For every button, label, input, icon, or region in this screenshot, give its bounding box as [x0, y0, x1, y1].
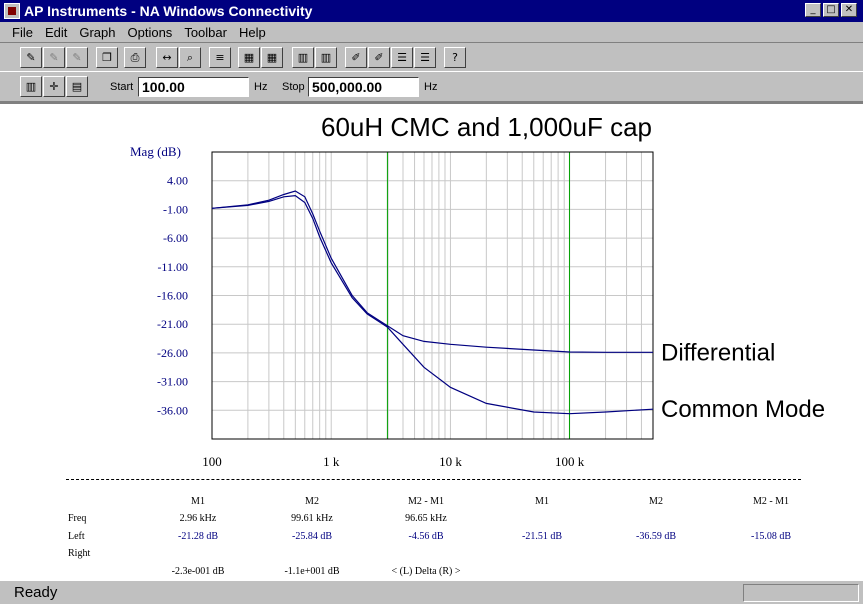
menu-graph[interactable]: Graph: [79, 24, 116, 40]
x-tick-label: 1 k: [323, 454, 340, 469]
header-m2-right: M2: [649, 496, 663, 507]
edit-icon[interactable]: ✐: [345, 47, 367, 68]
y-tick-label: -26.00: [157, 346, 188, 360]
menu-bar: File Edit Graph Options Toolbar Help: [0, 22, 863, 42]
split-icon[interactable]: ▥: [292, 47, 314, 68]
left-m2: -25.84 dB: [292, 531, 332, 542]
help-icon[interactable]: ?: [444, 47, 466, 68]
header-m2-left: M2: [305, 496, 319, 507]
window-title: AP Instruments - NA Windows Connectivity: [24, 3, 313, 19]
stop-unit: Hz: [424, 81, 438, 93]
y-axis-label: Mag (dB): [130, 144, 181, 159]
left-delta-right: -15.08 dB: [751, 531, 791, 542]
header-delta-left: M2 - M1: [407, 496, 445, 507]
close-button[interactable]: ✕: [841, 3, 857, 17]
freq-delta: 96.65 kHz: [405, 513, 447, 524]
series-line-differential: [211, 190, 653, 353]
freq-m1: 2.96 kHz: [179, 513, 217, 524]
y-tick-label: 4.00: [167, 174, 188, 188]
menu-options[interactable]: Options: [127, 24, 173, 40]
left-delta: -4.56 dB: [408, 531, 444, 542]
left-m1: -21.28 dB: [178, 531, 218, 542]
menu-help[interactable]: Help: [238, 24, 266, 40]
frequency-range-bar: ▥ ✛ ▤ Start 100.00 Hz Stop 500,000.00 Hz: [0, 72, 863, 102]
row-label-freq: Freq: [68, 513, 87, 524]
series-label-common-mode: Common Mode: [661, 396, 825, 423]
y-tick-label: -36.00: [157, 403, 188, 417]
maximize-button[interactable]: □: [823, 3, 839, 17]
plot-frame: [211, 151, 654, 440]
menu-edit[interactable]: Edit: [44, 24, 68, 40]
start-unit: Hz: [254, 81, 268, 93]
start-frequency-input[interactable]: 100.00: [138, 77, 249, 97]
y-tick-label: -31.00: [157, 375, 188, 389]
header-delta-right: M2 - M1: [752, 496, 790, 507]
row-label-right: Right: [68, 548, 91, 559]
right-m2: -1.1e+001 dB: [284, 566, 340, 577]
toolbar: ✎ ✎ ✎ ❐ ⎙ ↔ ⌕ ≡ ▦ ▦ ▥ ▥ ✐ ✐ ☰ ☰ ?: [0, 42, 863, 72]
menu-toolbar[interactable]: Toolbar: [184, 24, 227, 40]
app-icon[interactable]: [4, 3, 20, 19]
left-m1-right: -21.51 dB: [522, 531, 562, 542]
graph-area: 60uH CMC and 1,000uF cap Mag (dB) 4.00 -1…: [0, 102, 863, 580]
crosshair-icon[interactable]: ✛: [43, 76, 65, 97]
graph-title: 60uH CMC and 1,000uF cap: [321, 112, 652, 142]
x-tick-label: 100: [202, 454, 222, 469]
columns-icon[interactable]: ▥: [20, 76, 42, 97]
marker-icon[interactable]: ≡: [209, 47, 231, 68]
y-tick-label: -21.00: [157, 317, 188, 331]
freq-m2: 99.61 kHz: [291, 513, 333, 524]
status-panel: [743, 584, 859, 602]
y-tick-label: -6.00: [163, 231, 188, 245]
y-tick-label: -16.00: [157, 289, 188, 303]
x-tick-label: 10 k: [439, 454, 462, 469]
header-m1-left: M1: [191, 496, 205, 507]
edit-icon[interactable]: ✐: [368, 47, 390, 68]
bars-icon[interactable]: ☰: [414, 47, 436, 68]
minimize-button[interactable]: _: [805, 3, 821, 17]
separator-line: [66, 479, 801, 481]
y-tick-label: -11.00: [157, 260, 188, 274]
status-bar: Ready: [0, 580, 863, 604]
split-icon[interactable]: ▥: [315, 47, 337, 68]
bode-plot[interactable]: 4.00 -1.00 -6.00 -11.00 -16.00 -21.00 -26.00 -3…: [0, 104, 863, 582]
series-label-differential: Differential: [661, 339, 775, 366]
probe-icon[interactable]: ✎: [20, 47, 42, 68]
document-icon[interactable]: ▤: [66, 76, 88, 97]
zoom-fit-icon[interactable]: ↔: [156, 47, 178, 68]
copy-icon[interactable]: ❐: [96, 47, 118, 68]
series-line-common-mode: [211, 194, 654, 415]
left-m2-right: -36.59 dB: [636, 531, 676, 542]
header-m1-right: M1: [535, 496, 549, 507]
title-bar: AP Instruments - NA Windows Connectivity…: [0, 0, 863, 22]
print-icon[interactable]: ⎙: [124, 47, 146, 68]
auto-icon[interactable]: ▦: [238, 47, 260, 68]
bars-icon[interactable]: ☰: [391, 47, 413, 68]
zoom-icon[interactable]: ⌕: [179, 47, 201, 68]
right-m1: -2.3e-001 dB: [171, 566, 225, 577]
delta-direction: < (L) Delta (R) >: [391, 566, 461, 577]
probe-disabled-icon[interactable]: ✎: [43, 47, 65, 68]
menu-file[interactable]: File: [12, 24, 33, 40]
stop-frequency-input[interactable]: 500,000.00: [308, 77, 419, 97]
probe-disabled-icon[interactable]: ✎: [66, 47, 88, 68]
y-tick-label: -1.00: [163, 202, 188, 216]
start-label: Start: [110, 81, 134, 93]
auto-icon[interactable]: ▦: [261, 47, 283, 68]
status-text: Ready: [14, 584, 58, 601]
stop-label: Stop: [282, 81, 305, 93]
x-tick-label: 100 k: [555, 454, 585, 469]
row-label-left: Left: [68, 531, 85, 542]
